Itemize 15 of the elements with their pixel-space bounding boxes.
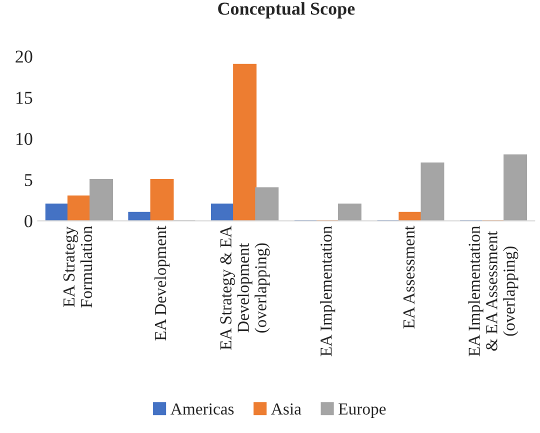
- y-tick-label: 5: [24, 174, 32, 186]
- x-tick-label: EA Development: [154, 226, 170, 340]
- y-tick-label: 0: [24, 215, 32, 228]
- chart-title: Conceptual Scope: [218, 2, 355, 18]
- x-tick-label: EA Implementation: [320, 226, 336, 356]
- y-tick-label: 20: [16, 50, 32, 63]
- legend-label: Asia: [271, 403, 302, 415]
- legend-label: Europe: [338, 404, 386, 418]
- x-tick-label: EA Assessment: [403, 226, 415, 328]
- legend-label: Americas: [170, 403, 234, 415]
- y-tick-label: 10: [16, 132, 32, 145]
- x-tick-label: EA Strategy Formulation: [63, 226, 92, 308]
- x-tick-label: EA Strategy & EA Development (overlapping): [220, 226, 270, 350]
- x-tick-label: EA Implementation & EA Assessment (overlapping): [468, 226, 518, 356]
- y-tick-label: 15: [16, 92, 32, 104]
